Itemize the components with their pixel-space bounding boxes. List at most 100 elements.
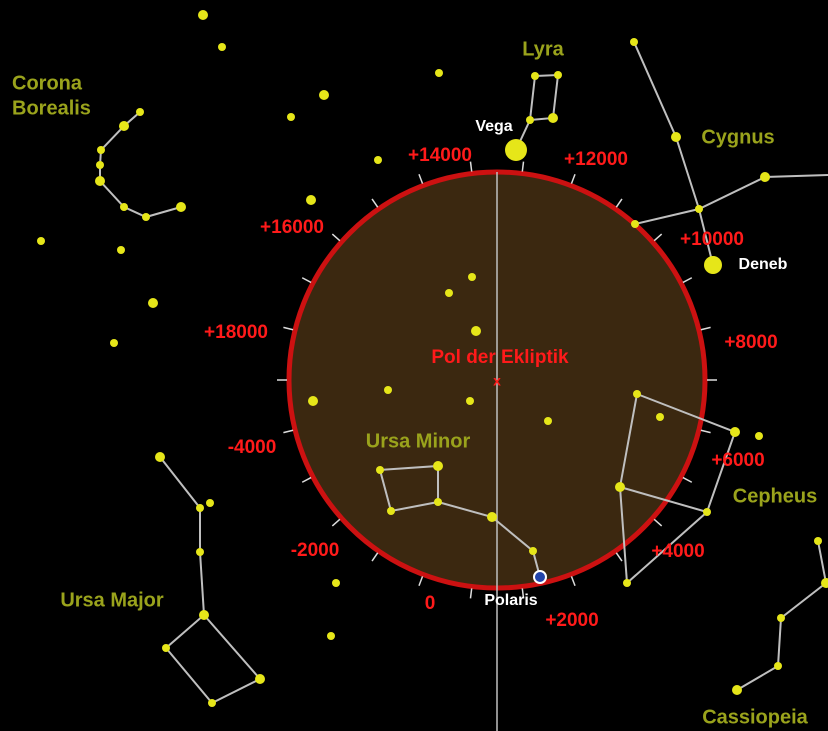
year-label: -2000: [291, 540, 340, 561]
constellation-label: Cepheus: [733, 485, 817, 507]
year-label: +8000: [724, 332, 777, 353]
cepheus-lines: [619, 486, 708, 513]
star: [533, 570, 547, 584]
star: [387, 507, 395, 515]
star: [471, 326, 481, 336]
star-label: Polaris: [484, 592, 537, 609]
star: [435, 69, 443, 77]
tick: [682, 277, 693, 284]
tick: [570, 174, 576, 184]
star: [623, 579, 631, 587]
labels: Lyra Cygnus Corona Borealis Ursa Minor Cepheu…: [12, 38, 817, 728]
tick: [653, 233, 663, 242]
star: [526, 116, 534, 124]
star: [96, 161, 104, 169]
cygnus-lines: [633, 41, 714, 266]
star: [97, 146, 105, 154]
star: [755, 432, 763, 440]
year-label: +6000: [711, 450, 764, 471]
tick: [615, 198, 623, 208]
star: [95, 176, 105, 186]
star: [110, 339, 118, 347]
star: [196, 504, 204, 512]
star: [136, 108, 144, 116]
cygnus-lines: [634, 174, 828, 225]
tick: [331, 518, 341, 527]
star: [774, 662, 782, 670]
star: [434, 498, 442, 506]
tick: [615, 552, 623, 562]
year-label: +2000: [545, 610, 598, 631]
star: [487, 512, 497, 522]
star: [466, 397, 474, 405]
star-label: Vega: [475, 118, 512, 135]
star: [374, 156, 382, 164]
tick: [700, 326, 711, 331]
tick: [418, 174, 424, 184]
corona-borealis-lines: [99, 111, 182, 219]
star: [630, 38, 638, 46]
star: [505, 139, 527, 161]
star: [306, 195, 316, 205]
star: [777, 614, 785, 622]
tick: [469, 588, 473, 599]
tick: [570, 576, 576, 586]
star: [384, 386, 392, 394]
tick: [700, 429, 711, 434]
star: [656, 413, 664, 421]
star: [319, 90, 329, 100]
year-label: 0: [425, 593, 436, 614]
constellation-label: Lyra: [522, 38, 564, 60]
year-label: +14000: [408, 145, 472, 166]
star: [554, 71, 562, 79]
star: [376, 466, 384, 474]
star-label: Deneb: [739, 256, 788, 273]
star: [155, 452, 165, 462]
constellation-label: Cygnus: [701, 126, 774, 148]
star: [176, 202, 186, 212]
star: [37, 237, 45, 245]
ursa-major-lines: [159, 456, 262, 705]
star: [821, 578, 828, 588]
cepheus-lines: [618, 393, 737, 586]
stars: [37, 10, 828, 707]
tick: [521, 161, 525, 172]
star: [760, 172, 770, 182]
tick: [653, 518, 663, 527]
star: [117, 246, 125, 254]
year-label: -4000: [228, 437, 277, 458]
star: [142, 213, 150, 221]
star: [529, 547, 537, 555]
star: [703, 508, 711, 516]
star: [433, 461, 443, 471]
star: [162, 644, 170, 652]
tick: [283, 326, 294, 331]
star: [548, 113, 558, 123]
tick: [283, 429, 294, 434]
tick: [331, 233, 341, 242]
star: [308, 396, 318, 406]
star: [327, 632, 335, 640]
star: [468, 273, 476, 281]
star: [633, 390, 641, 398]
star: [814, 537, 822, 545]
year-label: +18000: [204, 322, 268, 343]
star: [199, 610, 209, 620]
constellation-label: Ursa Major: [60, 589, 164, 611]
tick: [301, 476, 312, 483]
tick: [371, 552, 379, 562]
pole-label: Pol der Ekliptik: [431, 347, 569, 368]
year-label: +10000: [680, 229, 744, 250]
constellation-label: Ursa Minor: [366, 430, 471, 452]
year-label: +16000: [260, 217, 324, 238]
pole-marker: x: [493, 373, 501, 389]
tick: [521, 588, 525, 599]
star: [615, 482, 625, 492]
tick: [469, 161, 473, 172]
star: [218, 43, 226, 51]
star: [730, 427, 740, 437]
star: [119, 121, 129, 131]
year-label: +4000: [651, 541, 704, 562]
tick: [301, 277, 312, 284]
